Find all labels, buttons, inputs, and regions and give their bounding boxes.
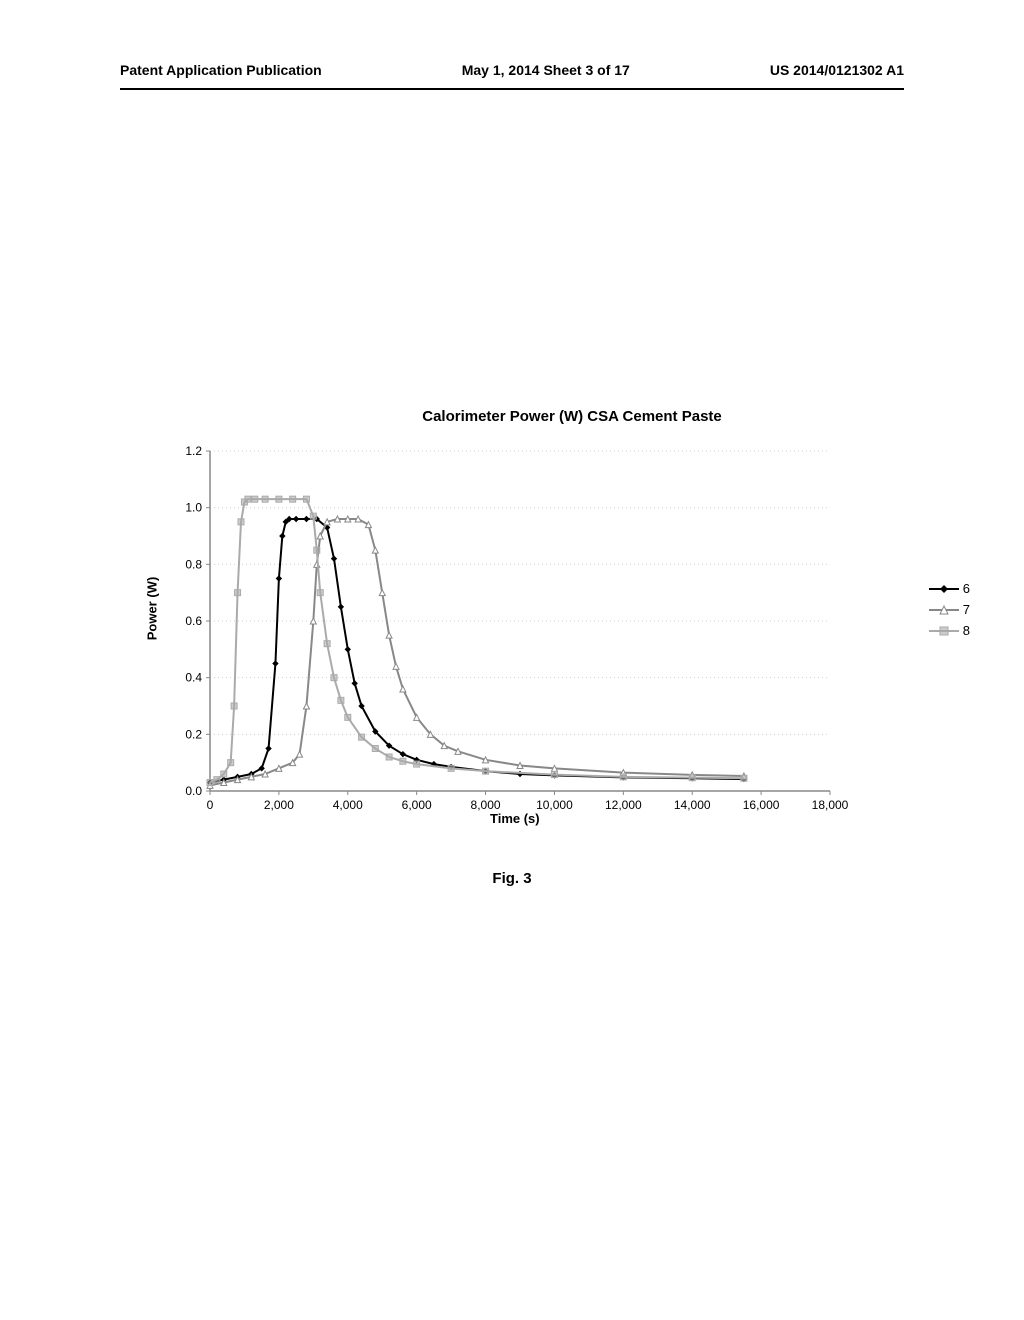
chart-container: Calorimeter Power (W) CSA Cement Paste 0… [130, 408, 914, 836]
legend-item: 6 [929, 581, 970, 596]
legend-item: 7 [929, 602, 970, 617]
header-right: US 2014/0121302 A1 [770, 62, 904, 78]
chart-svg: 0.0 0.2 0.4 0.6 0.8 1.0 1.2 0 2,000 4,000 6,000 8,0… [130, 431, 850, 831]
legend-label: 8 [963, 623, 970, 638]
svg-text:0.2: 0.2 [185, 727, 202, 741]
header-center: May 1, 2014 Sheet 3 of 17 [462, 62, 630, 78]
figure-label: Fig. 3 [0, 870, 1024, 887]
page-header: Patent Application Publication May 1, 20… [0, 62, 1024, 78]
svg-text:0.4: 0.4 [185, 671, 202, 685]
y-axis-label: Power (W) [144, 577, 159, 641]
svg-text:6,000: 6,000 [402, 798, 432, 812]
header-rule [120, 88, 904, 90]
svg-text:0: 0 [207, 798, 214, 812]
svg-text:4,000: 4,000 [333, 798, 363, 812]
svg-text:0.0: 0.0 [185, 784, 202, 798]
legend-item: 8 [929, 623, 970, 638]
svg-text:1.2: 1.2 [185, 444, 202, 458]
chart-legend: 6 7 8 [929, 581, 970, 644]
chart-title: Calorimeter Power (W) CSA Cement Paste [230, 408, 914, 425]
header-left: Patent Application Publication [120, 62, 322, 78]
svg-text:12,000: 12,000 [605, 798, 642, 812]
svg-text:2,000: 2,000 [264, 798, 294, 812]
svg-text:10,000: 10,000 [536, 798, 573, 812]
svg-text:0.8: 0.8 [185, 557, 202, 571]
svg-text:1.0: 1.0 [185, 501, 202, 515]
svg-text:0.6: 0.6 [185, 614, 202, 628]
x-axis-label: Time (s) [490, 811, 540, 826]
svg-text:16,000: 16,000 [743, 798, 780, 812]
chart-plot-wrapper: 0.0 0.2 0.4 0.6 0.8 1.0 1.2 0 2,000 4,000 6,000 8,0… [130, 431, 914, 836]
legend-label: 6 [963, 581, 970, 596]
svg-text:8,000: 8,000 [471, 798, 501, 812]
svg-text:14,000: 14,000 [674, 798, 711, 812]
svg-text:18,000: 18,000 [812, 798, 849, 812]
legend-label: 7 [963, 602, 970, 617]
